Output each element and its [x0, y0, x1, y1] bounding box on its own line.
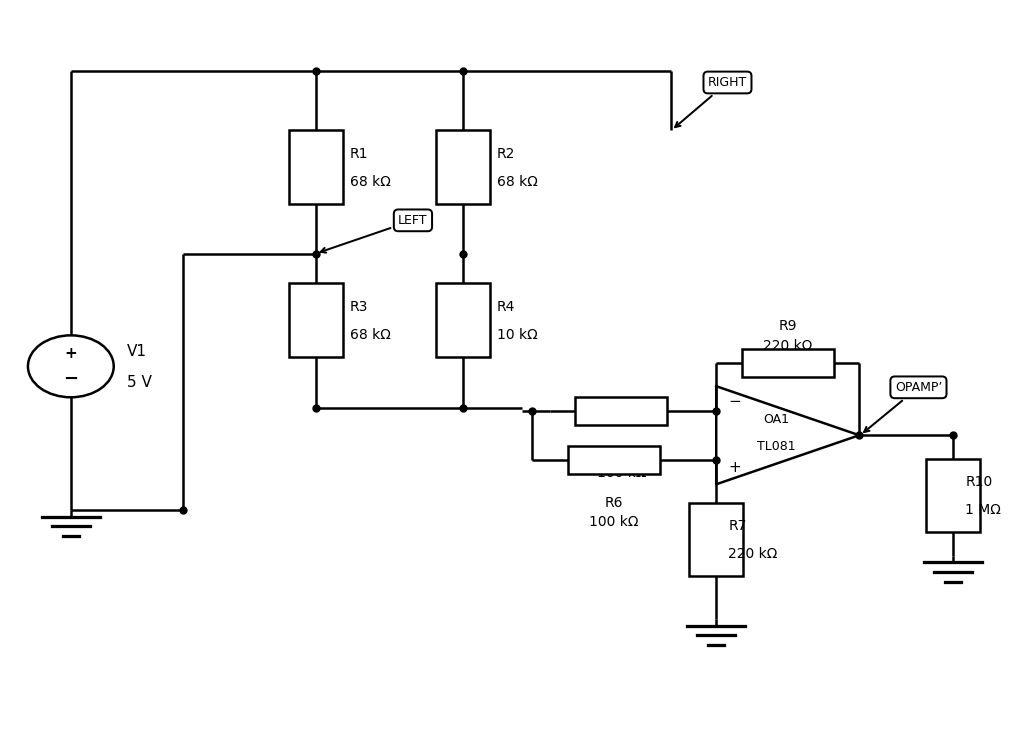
Bar — [575, 397, 668, 425]
Bar — [436, 283, 490, 357]
Text: LEFT: LEFT — [321, 214, 428, 252]
Text: OA1: OA1 — [763, 412, 790, 426]
Text: TL081: TL081 — [757, 440, 796, 453]
Bar — [741, 349, 834, 377]
Text: 220 kΩ: 220 kΩ — [763, 340, 812, 354]
Text: R9: R9 — [778, 319, 797, 333]
Text: R2: R2 — [497, 147, 515, 161]
Bar — [926, 459, 980, 532]
Text: 1 MΩ: 1 MΩ — [966, 503, 1001, 517]
Text: R1: R1 — [349, 147, 368, 161]
Text: 220 kΩ: 220 kΩ — [728, 547, 778, 561]
Bar — [289, 130, 343, 204]
Text: +: + — [65, 346, 77, 361]
Bar — [568, 445, 660, 474]
Text: 68 kΩ: 68 kΩ — [349, 175, 390, 189]
Text: 10 kΩ: 10 kΩ — [497, 328, 538, 342]
Text: R10: R10 — [966, 475, 992, 489]
Bar — [289, 283, 343, 357]
Text: 68 kΩ: 68 kΩ — [497, 175, 538, 189]
Text: R6: R6 — [605, 496, 624, 510]
Text: 5 V: 5 V — [127, 375, 152, 390]
Text: −: − — [63, 370, 79, 388]
Text: RIGHT: RIGHT — [675, 76, 748, 127]
Bar — [689, 502, 743, 576]
Bar — [436, 130, 490, 204]
Text: 100 kΩ: 100 kΩ — [590, 516, 639, 529]
Text: −: − — [728, 394, 741, 409]
Text: 68 kΩ: 68 kΩ — [349, 328, 390, 342]
Text: OPAMP’: OPAMP’ — [864, 381, 942, 432]
Text: V1: V1 — [127, 344, 147, 359]
Text: +: + — [728, 460, 741, 474]
Text: R5: R5 — [612, 446, 631, 460]
Text: R3: R3 — [349, 300, 368, 314]
Text: R7: R7 — [728, 519, 746, 534]
Text: 100 kΩ: 100 kΩ — [597, 466, 646, 480]
Text: R4: R4 — [497, 300, 515, 314]
